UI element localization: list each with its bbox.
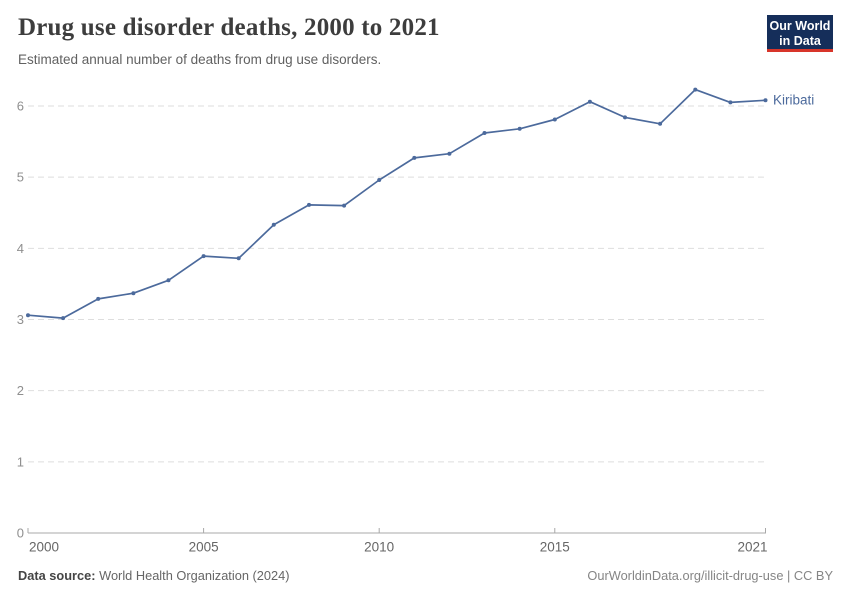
owid-logo-line2: in Data: [779, 34, 821, 49]
x-tick-label-2021: 2021: [737, 540, 767, 555]
data-point-2017[interactable]: [623, 115, 627, 120]
data-point-2016[interactable]: [587, 99, 592, 104]
data-point-2007[interactable]: [271, 222, 276, 227]
line-chart[interactable]: 0 1 2 3 4 5 6 2000 2005 2010 2015 2021 Kiribati: [0, 85, 850, 560]
data-point-2001[interactable]: [61, 316, 66, 321]
y-tick-label-2: 2: [17, 383, 24, 398]
data-point-2003[interactable]: [131, 291, 136, 296]
data-point-2014[interactable]: [517, 126, 522, 131]
y-tick-label-1: 1: [17, 454, 24, 469]
y-tick-label-3: 3: [17, 312, 24, 327]
data-point-2004[interactable]: [166, 278, 171, 283]
y-tick-label-0: 0: [17, 526, 24, 541]
data-point-2013[interactable]: [482, 131, 487, 135]
data-point-2000[interactable]: [26, 313, 30, 318]
x-tick-label-2015: 2015: [540, 540, 570, 555]
data-point-2018[interactable]: [658, 121, 663, 126]
owid-logo[interactable]: Our World in Data: [767, 15, 833, 52]
data-point-2002[interactable]: [96, 296, 101, 301]
data-point-2011[interactable]: [412, 155, 417, 160]
data-point-2020[interactable]: [728, 100, 733, 105]
data-point-2010[interactable]: [377, 178, 382, 182]
data-source: Data source: World Health Organization (…: [18, 568, 290, 583]
data-point-2009[interactable]: [342, 203, 347, 208]
data-point-2021[interactable]: [763, 98, 768, 103]
data-source-value: World Health Organization (2024): [99, 568, 290, 583]
data-point-2006[interactable]: [236, 256, 241, 261]
y-tick-label-6: 6: [17, 98, 24, 113]
series-label[interactable]: Kiribati: [773, 92, 814, 107]
data-point-2019[interactable]: [693, 87, 698, 92]
x-tick-label-2010: 2010: [364, 540, 394, 555]
data-point-2005[interactable]: [201, 254, 206, 259]
x-tick-label-2005: 2005: [189, 540, 219, 555]
data-point-2008[interactable]: [307, 202, 311, 207]
y-tick-label-5: 5: [17, 170, 24, 185]
data-point-2012[interactable]: [447, 151, 452, 156]
y-tick-label-4: 4: [17, 241, 24, 256]
credit-link[interactable]: OurWorldinData.org/illicit-drug-use | CC…: [587, 568, 833, 583]
data-source-label: Data source:: [18, 568, 96, 583]
x-tick-label-2000: 2000: [29, 540, 59, 555]
chart-title: Drug use disorder deaths, 2000 to 2021: [18, 14, 440, 41]
chart-subtitle: Estimated annual number of deaths from d…: [18, 52, 382, 67]
series-line-kiribati[interactable]: [27, 88, 767, 319]
chart-footer: Data source: World Health Organization (…: [18, 568, 833, 583]
data-point-2015[interactable]: [552, 117, 557, 122]
owid-logo-line1: Our World: [769, 19, 831, 33]
